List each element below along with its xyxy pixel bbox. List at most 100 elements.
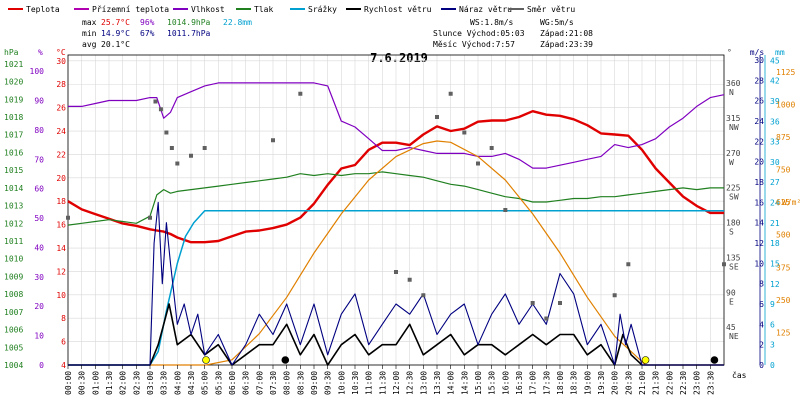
stats-min-press: 1011.7hPa: [167, 29, 211, 38]
wind-direction-point: [202, 146, 207, 150]
axis-pct-tick: 70: [34, 155, 44, 164]
x-tick-label: 02:00: [119, 371, 128, 395]
axis-wind-tick: 10: [754, 259, 764, 268]
axis-pct-tick: 60: [34, 185, 44, 194]
axis-wm2-tick: 875: [776, 133, 791, 142]
axis-dir-tick-label: W: [729, 158, 734, 167]
wind-direction-point: [558, 301, 562, 305]
marker-sunrise: [202, 356, 210, 364]
axis-wind-tick: 12: [754, 239, 764, 248]
axis-hpa-tick: 1010: [4, 255, 23, 264]
x-tick-label: 11:00: [365, 371, 374, 395]
axis-dir-tick-label: SE: [729, 262, 739, 271]
axis-temp-tick: 10: [56, 291, 66, 300]
series-line-2: [67, 171, 724, 226]
chart-title: 7.6.2019: [370, 51, 428, 65]
axis-hpa-tick: 1012: [4, 219, 23, 228]
info-block: WS:1.8m/s WG:5m/s Slunce Východ:05:03 Zá…: [433, 18, 593, 49]
wind-direction-point: [271, 138, 275, 143]
axis-mm-tick: 33: [770, 138, 780, 147]
axis-dir-tick-label: S: [729, 228, 734, 237]
axis-wm2-tick: 375: [776, 263, 791, 272]
axis-temp-tick: 8: [61, 314, 66, 323]
x-tick-label: 04:00: [173, 371, 182, 395]
x-tick-label: 01:30: [105, 371, 114, 395]
wind-direction-point: [476, 161, 480, 166]
axis-dir-tick: 270: [726, 149, 741, 158]
wind-direction-point: [158, 107, 163, 112]
x-tick-label: 23:30: [706, 371, 715, 395]
x-tick-label: 23:00: [693, 371, 702, 395]
wind-direction-point: [148, 215, 152, 220]
x-tick-label: 14:00: [447, 371, 456, 395]
axis-wind-tick: 16: [754, 198, 764, 207]
axis-wind-tick: 24: [754, 117, 764, 126]
x-axis-unit: čas: [732, 370, 747, 380]
axis-wm2-tick: 125: [776, 328, 791, 337]
axis-mm-tick: 42: [770, 77, 780, 86]
series-line-6: [68, 201, 724, 366]
x-tick-label: 08:00: [283, 371, 292, 395]
x-tick-label: 13:00: [419, 371, 428, 395]
axis-wind-tick: 0: [759, 361, 764, 370]
axis-wm2-tick: 1125: [776, 68, 795, 77]
axis-temp-label: °C: [56, 48, 66, 57]
wind-direction-point: [462, 130, 467, 135]
x-tick-label: 21:30: [652, 371, 661, 395]
axis-hpa-tick: 1015: [4, 166, 23, 175]
series-line-4: [68, 140, 724, 366]
left-axes: hPa% °C1004100510061007100810091010101110…: [4, 48, 66, 370]
x-tick-label: 20:30: [624, 371, 633, 395]
axis-temp-tick: 14: [56, 244, 66, 253]
legend-label-2: Vlhkost: [191, 5, 225, 14]
x-tick-label: 11:30: [378, 371, 387, 395]
x-tick-label: 19:00: [583, 371, 592, 395]
axis-dir-tick: 90: [726, 288, 736, 297]
x-tick-label: 07:00: [255, 371, 264, 395]
wind-direction-point: [435, 115, 439, 119]
stats-min-label: min: [82, 29, 97, 38]
x-tick-label: 12:30: [406, 371, 415, 395]
series-line-3: [68, 209, 724, 366]
x-tick-label: 20:00: [611, 371, 620, 395]
x-tick-label: 17:30: [542, 371, 551, 395]
x-tick-label: 00:00: [64, 371, 73, 395]
legend: Teplota Přízemní teplota Vlhkost Tlak Srážky…: [8, 5, 575, 14]
axis-wm2-tick: 625: [776, 198, 791, 207]
axis-wind-tick: 28: [754, 76, 764, 85]
axis-pct-tick: 50: [34, 214, 44, 223]
axis-dir-tick: 45: [726, 323, 736, 332]
x-tick-label: 12:00: [392, 371, 401, 395]
axis-wm2-tick: 1000: [776, 100, 795, 109]
x-tick-label: 05:00: [201, 371, 210, 395]
axis-dir-tick-label: NE: [729, 332, 739, 341]
x-tick-label: 15:30: [488, 371, 497, 395]
wind-direction-point: [612, 293, 617, 298]
x-tick-label: 04:30: [187, 371, 196, 395]
axis-mm-tick: 15: [770, 259, 780, 268]
legend-label-7: Směr větru: [527, 5, 575, 14]
axis-hpa-tick: 1017: [4, 131, 23, 140]
info-moon-set: Západ:23:39: [540, 40, 593, 49]
axis-pct-tick: 20: [34, 302, 44, 311]
axis-hpa-tick: 1019: [4, 95, 23, 104]
axis-temp-tick: 24: [56, 127, 66, 136]
wind-direction-point: [407, 277, 412, 282]
stats-min-hum: 67%: [140, 29, 155, 38]
axis-temp-tick: 18: [56, 197, 66, 206]
wind-direction-point: [153, 99, 158, 104]
axis-hpa-tick: 1007: [4, 308, 23, 317]
axis-wm2-label: W/m²: [782, 198, 800, 207]
stats-min-temp: 14.9°C: [101, 29, 130, 38]
x-tick-label: 03:30: [160, 371, 169, 395]
axis-mm-tick: 27: [770, 178, 780, 187]
axis-hpa-tick: 1018: [4, 113, 23, 122]
x-axis: 00:00 00:30 01:00 01:30 02:00 02:30 03:00 03:30…: [64, 365, 715, 395]
x-tick-label: 09:30: [324, 371, 333, 395]
legend-label-3: Tlak: [254, 5, 273, 14]
axis-wind-tick: 4: [759, 320, 764, 329]
axis-wind-tick: 14: [754, 219, 764, 228]
axis-pct-tick: 0: [39, 361, 44, 370]
wind-direction-point: [530, 301, 535, 305]
axis-wind-tick: 26: [754, 97, 764, 106]
